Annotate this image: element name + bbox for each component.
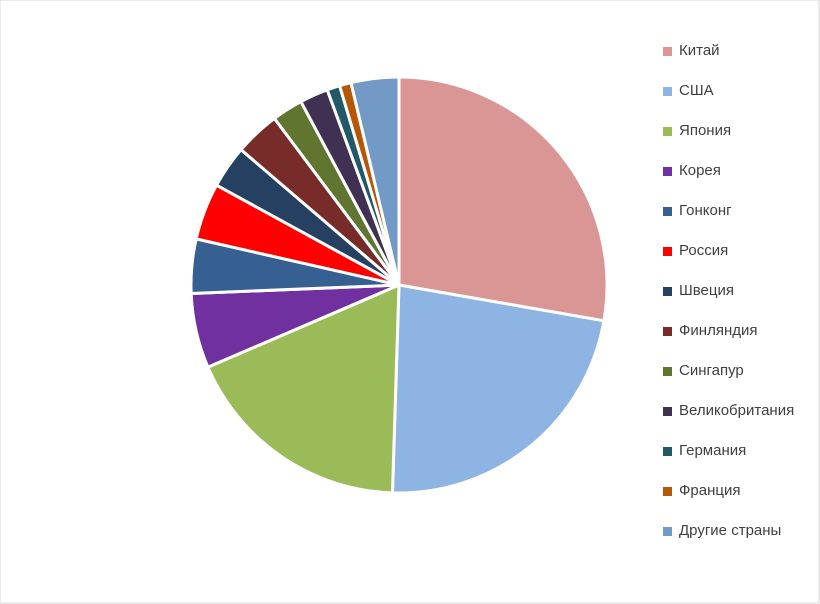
legend-label: Франция	[679, 482, 740, 499]
legend-label: Финляндия	[679, 322, 757, 339]
legend-label: Китай	[679, 42, 720, 59]
pie-slice	[349, 75, 401, 286]
legend-label: Гонконг	[679, 202, 732, 219]
legend-swatch	[663, 407, 672, 416]
legend-swatch	[663, 167, 672, 176]
legend-label: Швеция	[679, 282, 734, 299]
legend-swatch	[663, 47, 672, 56]
legend-swatch	[663, 447, 672, 456]
legend-label: США	[679, 82, 714, 99]
pie-slice	[390, 283, 606, 495]
pie-slice	[397, 75, 609, 323]
legend-swatch	[663, 247, 672, 256]
legend-label: Сингапур	[679, 362, 744, 379]
legend-label: Корея	[679, 162, 721, 179]
legend-swatch	[663, 487, 672, 496]
legend-swatch	[663, 327, 672, 336]
legend-label: Великобритания	[679, 402, 794, 419]
legend-swatch	[663, 207, 672, 216]
legend-swatch	[663, 287, 672, 296]
legend-swatch	[663, 127, 672, 136]
legend-swatch	[663, 527, 672, 536]
legend-label: Другие страны	[679, 522, 781, 539]
legend-label: Россия	[679, 242, 728, 259]
legend-label: Япония	[679, 122, 731, 139]
legend-label: Германия	[679, 442, 746, 459]
pie-slice	[205, 282, 401, 495]
legend-swatch	[663, 367, 672, 376]
legend-swatch	[663, 87, 672, 96]
